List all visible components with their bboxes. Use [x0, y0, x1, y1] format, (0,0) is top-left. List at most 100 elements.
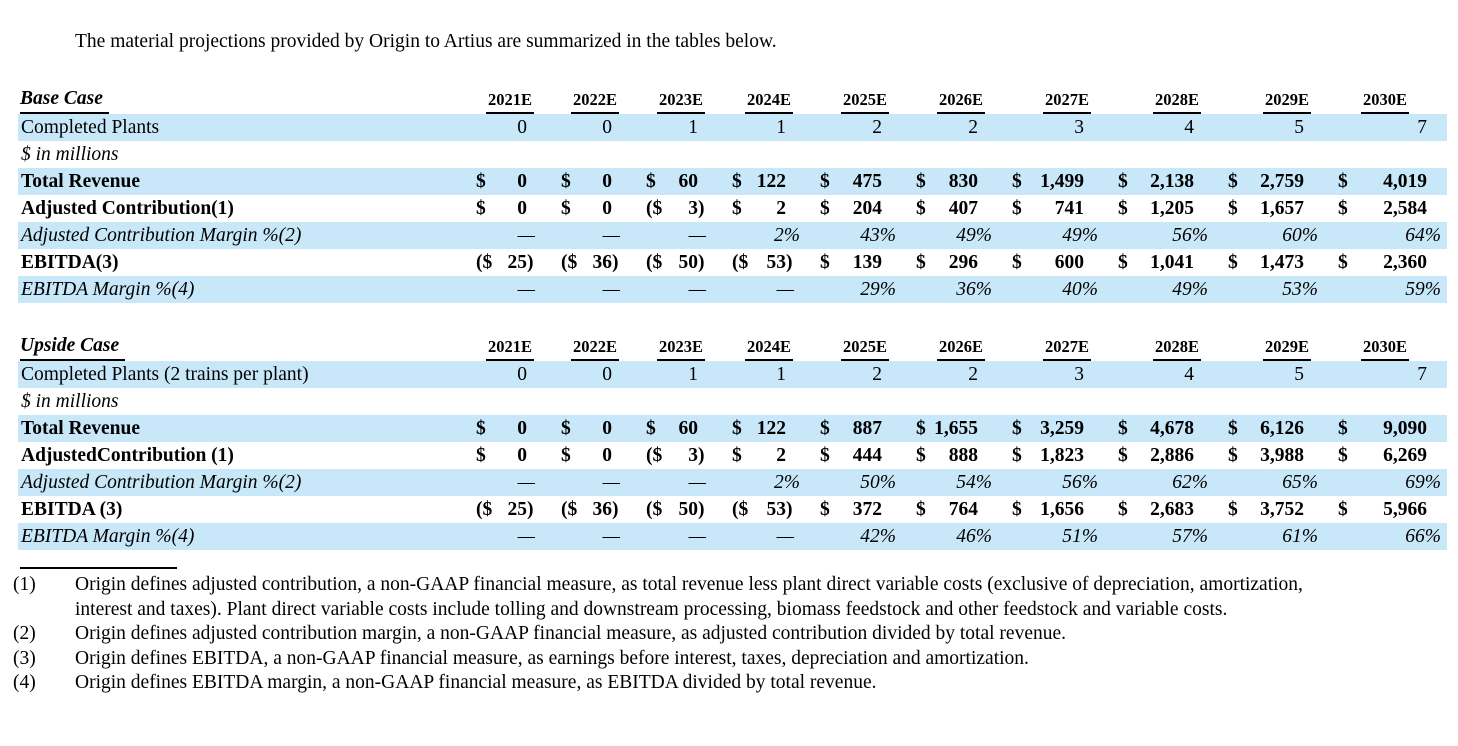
case-label: Upside Case [18, 331, 462, 361]
table-cell: — [462, 222, 547, 249]
table-cell: $1,041 [1118, 251, 1194, 273]
table-cell: ($ 25) [476, 251, 534, 273]
year-header: 2028E [1104, 331, 1214, 361]
row-label: Total Revenue [18, 168, 462, 195]
table-cell: 29% [806, 276, 902, 303]
table-cell: 1 [718, 114, 806, 141]
table-cell: — [718, 523, 806, 550]
table-cell: 53% [1214, 276, 1324, 303]
table-cell: — [547, 469, 632, 496]
year-header: 2021E [462, 331, 547, 361]
table-cell: 69% [1324, 469, 1447, 496]
footnote-number: (4) [13, 672, 36, 694]
table-cell: 0 [547, 114, 632, 141]
table-cell: $2,584 [1338, 197, 1427, 219]
table-cell: 62% [1104, 469, 1214, 496]
table-cell: 2% [718, 469, 806, 496]
footnote-text: Origin defines adjusted contribution mar… [75, 623, 1067, 645]
table-cell: 42% [806, 523, 902, 550]
table-cell: 1 [632, 361, 718, 388]
table-cell: 54% [902, 469, 998, 496]
table-cell [462, 141, 1447, 168]
table-cell: $2,683 [1118, 498, 1194, 520]
table-cell: 66% [1324, 523, 1447, 550]
table-cell: 4 [1104, 361, 1214, 388]
table-cell: $741 [1012, 197, 1084, 219]
table-cell: 2% [718, 222, 806, 249]
table-cell: $60 [632, 168, 718, 195]
table-cell: 40% [998, 276, 1104, 303]
year-header: 2029E [1214, 331, 1324, 361]
table-cell: $122 [718, 168, 806, 195]
table-row: $ in millions [18, 141, 1447, 168]
table-cell: $6,126 [1214, 415, 1324, 442]
upside-case-table: Upside Case 2021E 2022E 2023E 2024E 2025E 2026… [18, 331, 1447, 550]
table-cell: — [632, 523, 718, 550]
table-cell: 2 [902, 114, 998, 141]
table-cell: 43% [806, 222, 902, 249]
year-header: 2026E [902, 331, 998, 361]
table-cell: 0 [462, 361, 547, 388]
table-cell: $3,259 [998, 415, 1104, 442]
table-cell: 56% [1104, 222, 1214, 249]
table-cell: $6,269 [1338, 444, 1427, 466]
footnote-number: (1) [13, 574, 36, 595]
footnote-item: (4) Origin defines EBITDA margin, a non-… [13, 671, 1353, 696]
table-cell: $0 [476, 444, 527, 466]
footnotes-section: (1) Origin defines adjusted contribution… [13, 573, 1353, 696]
footnote-number: (2) [13, 623, 36, 645]
table-cell: ($ 36) [561, 498, 619, 520]
row-label: Total Revenue [18, 415, 462, 442]
table-cell: 51% [998, 523, 1104, 550]
table-cell: ($ 50) [646, 498, 705, 520]
year-header: 2025E [806, 84, 902, 114]
table-cell: 57% [1104, 523, 1214, 550]
table-cell: $296 [916, 251, 978, 273]
table-cell: ($ 36) [561, 251, 619, 273]
row-label: EBITDA(3) [21, 251, 119, 273]
table-cell: $204 [820, 197, 882, 219]
table-cell: — [718, 276, 806, 303]
table-row: Completed Plants 0 0 1 1 2 2 3 4 5 7 [18, 114, 1447, 141]
table-cell: 7 [1324, 361, 1447, 388]
table-cell: $0 [476, 197, 527, 219]
footnote-separator [20, 567, 177, 569]
table-cell: 5 [1214, 361, 1324, 388]
case-label: Base Case [18, 84, 462, 114]
table-cell: 5 [1214, 114, 1324, 141]
row-label: Adjusted Contribution(1) [21, 197, 234, 219]
table-cell: 49% [1104, 276, 1214, 303]
table-cell: 56% [998, 469, 1104, 496]
table-cell: — [547, 222, 632, 249]
table-cell: $122 [718, 415, 806, 442]
row-label: Adjusted Contribution Margin %(2) [18, 222, 462, 249]
table-cell: 65% [1214, 469, 1324, 496]
year-header: 2022E [547, 331, 632, 361]
table-cell: $0 [462, 168, 547, 195]
table-cell: 49% [902, 222, 998, 249]
row-label: AdjustedContribution (1) [21, 444, 234, 466]
row-label: $ in millions [21, 390, 119, 412]
table-cell: $60 [632, 415, 718, 442]
table-cell: 0 [462, 114, 547, 141]
table-row: EBITDA Margin %(4) — — — —29% 36% 40% 49% 53% 59% [18, 276, 1447, 303]
table-cell: 59% [1324, 276, 1447, 303]
table-row: EBITDA(3) ($ 25) ($ 36) ($ 50) ($ 53) $139 $296 $60… [18, 249, 1447, 276]
table-cell: $139 [820, 251, 882, 273]
table-cell: 49% [998, 222, 1104, 249]
table-cell: $2,138 [1104, 168, 1214, 195]
table-cell: $2,360 [1338, 251, 1427, 273]
table-row: Total Revenue $0 $0 $60 $122 $475 $830 $1,499 $2… [18, 168, 1447, 195]
row-label: EBITDA Margin %(4) [18, 523, 462, 550]
table-cell: $887 [806, 415, 902, 442]
intro-paragraph: The material projections provided by Ori… [75, 31, 777, 52]
table-cell: 1 [632, 114, 718, 141]
table-row: $ in millions [18, 388, 1447, 415]
year-header: 2021E [462, 84, 547, 114]
table-cell: 3 [998, 114, 1104, 141]
table-cell: $1,473 [1228, 251, 1304, 273]
table-cell: $888 [916, 444, 978, 466]
table-cell: $1,657 [1228, 197, 1304, 219]
year-header: 2023E [632, 84, 718, 114]
table-cell: 2 [806, 114, 902, 141]
